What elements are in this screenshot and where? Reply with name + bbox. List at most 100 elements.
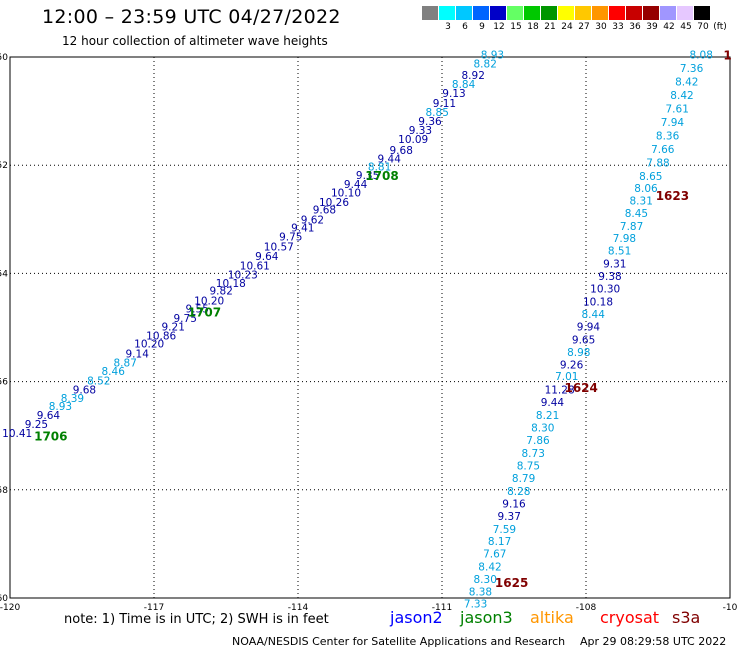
pass-time-label: 1624	[564, 381, 597, 395]
wave-height-point: 9.21	[162, 321, 185, 333]
lat-tick-label: -52	[0, 161, 8, 171]
colorbar-label: (ft)	[713, 22, 727, 32]
pass-time-label: 1707	[188, 305, 221, 319]
wave-height-point: 10.23	[228, 269, 258, 281]
footer-timestamp: Apr 29 08:29:58 UTC 2022	[580, 635, 727, 648]
wave-height-point: 10.26	[319, 197, 349, 209]
wave-height-point: 7.66	[651, 144, 675, 156]
wave-height-point: 9.75	[279, 232, 302, 244]
wave-height-point: 7.67	[483, 549, 506, 561]
wave-height-point: 9.68	[390, 145, 413, 157]
wave-height-point: 8.73	[522, 448, 545, 460]
wave-height-point: 7.87	[620, 221, 643, 233]
legend-jason2: jason2	[390, 608, 443, 627]
wave-height-point: 8.36	[656, 130, 680, 142]
wave-height-point: 8.44	[582, 309, 606, 321]
colorbar-label: 15	[510, 22, 522, 32]
wave-height-point: 9.62	[301, 214, 324, 226]
wave-height-point: 8.30	[474, 574, 497, 586]
wave-height-point: 8.65	[639, 171, 662, 183]
wave-height-point: 9.35	[356, 170, 379, 182]
colorbar-label: 36	[629, 22, 641, 32]
pass-time-label: 1708	[365, 169, 398, 183]
wave-height-point: 8.81	[368, 161, 391, 173]
colorbar-label: 30	[595, 22, 607, 32]
wave-height-point: 8.31	[630, 195, 653, 207]
colorbar-label: 3	[445, 22, 451, 32]
lon-tick-label: -117	[144, 603, 164, 613]
wave-height-point: 10.20	[194, 295, 224, 307]
pass-time-label: 1706	[34, 430, 67, 444]
wave-height-point: 8.92	[462, 70, 485, 82]
wave-height-point: 10.20	[134, 339, 164, 351]
wave-height-point: 10.18	[583, 297, 613, 309]
colorbar-cell	[490, 6, 507, 20]
wave-height-point: 8.42	[675, 76, 698, 88]
wave-height-point: 9.25	[25, 419, 48, 431]
colorbar-cell	[473, 6, 490, 20]
wave-height-point: 9.75	[174, 313, 197, 325]
colorbar-label: 21	[544, 22, 556, 32]
wave-height-point: 10.18	[216, 278, 246, 290]
colorbar-label: 12	[493, 22, 505, 32]
wave-height-point: 9.13	[442, 88, 465, 100]
wave-height-point: 9.94	[577, 321, 601, 333]
map-tick-labels: -120 -117 -114 -111 -108 -10 -50 -52 -54 -56 -58 -6…	[0, 53, 738, 613]
colorbar-cell	[609, 6, 626, 20]
wave-height-point: 8.93	[481, 49, 504, 61]
wave-height-point: 10.86	[146, 331, 176, 343]
wave-height-point: 9.44	[378, 154, 402, 166]
colorbar-cell	[694, 6, 711, 20]
wave-height-point: 9.31	[603, 259, 626, 271]
pass-time-label: 1623	[656, 189, 689, 203]
map-grid	[9, 56, 731, 599]
wave-height-point: 8.46	[102, 366, 126, 378]
wave-height-point: 10.10	[331, 187, 361, 199]
wave-height-point: 8.82	[474, 58, 497, 70]
wave-height-point: 8.08	[690, 49, 713, 61]
colorbar-cell	[677, 6, 694, 20]
wave-height-point: 7.59	[493, 524, 516, 536]
wave-height-point: 7.33	[464, 598, 487, 610]
wave-height-point: 9.26	[560, 359, 584, 371]
legend-cryosat: cryosat	[600, 608, 660, 627]
colorbar-label: 27	[578, 22, 590, 32]
colorbar-label: 18	[527, 22, 539, 32]
wave-height-point: 9.55	[186, 304, 209, 316]
pass-time-label: 1	[723, 48, 731, 62]
page-title: 12:00 – 23:59 UTC 04/27/2022	[42, 6, 341, 28]
wave-height-point: 8.93	[49, 401, 72, 413]
wave-height-point: 8.39	[61, 393, 84, 405]
wave-height-point: 9.33	[409, 125, 432, 137]
wave-height-point: 9.44	[541, 397, 565, 409]
wave-height-point: 8.79	[512, 473, 535, 485]
colorbar-label: 24	[561, 22, 573, 32]
colorbar-cell	[592, 6, 609, 20]
pass-time-label: 1625	[495, 576, 528, 590]
wave-height-point: 9.36	[418, 116, 442, 128]
lon-tick-label: -111	[432, 603, 452, 613]
wave-height-point: 9.68	[73, 385, 96, 397]
colorbar-labels: 3 6 9 12 15 18 21 24 27 30 33 36 39 42 45 70 (ft)	[422, 22, 732, 34]
wave-height-point: 9.82	[210, 286, 233, 298]
colorbar-label: 45	[680, 22, 692, 32]
wave-height-point: 8.06	[634, 183, 658, 195]
colorbar-cell	[507, 6, 524, 20]
wave-height-point: 9.41	[291, 222, 314, 234]
colorbar-cell	[456, 6, 473, 20]
lat-tick-label: -60	[0, 594, 8, 604]
wave-height-point: 8.75	[517, 460, 540, 472]
colorbar-cell	[626, 6, 643, 20]
wave-height-point: 8.30	[531, 423, 554, 435]
wave-height-colorbar	[422, 6, 711, 20]
map-frame	[9, 56, 731, 599]
wave-height-point: 7.01	[555, 371, 578, 383]
wave-height-point: 8.17	[488, 536, 511, 548]
lon-tick-label: -120	[0, 603, 20, 613]
wave-height-point: 10.57	[264, 241, 294, 253]
colorbar-cell	[439, 6, 456, 20]
wave-height-point: 9.44	[344, 179, 368, 191]
wave-height-point: 10.41	[2, 428, 32, 440]
colorbar-label: 70	[697, 22, 709, 32]
